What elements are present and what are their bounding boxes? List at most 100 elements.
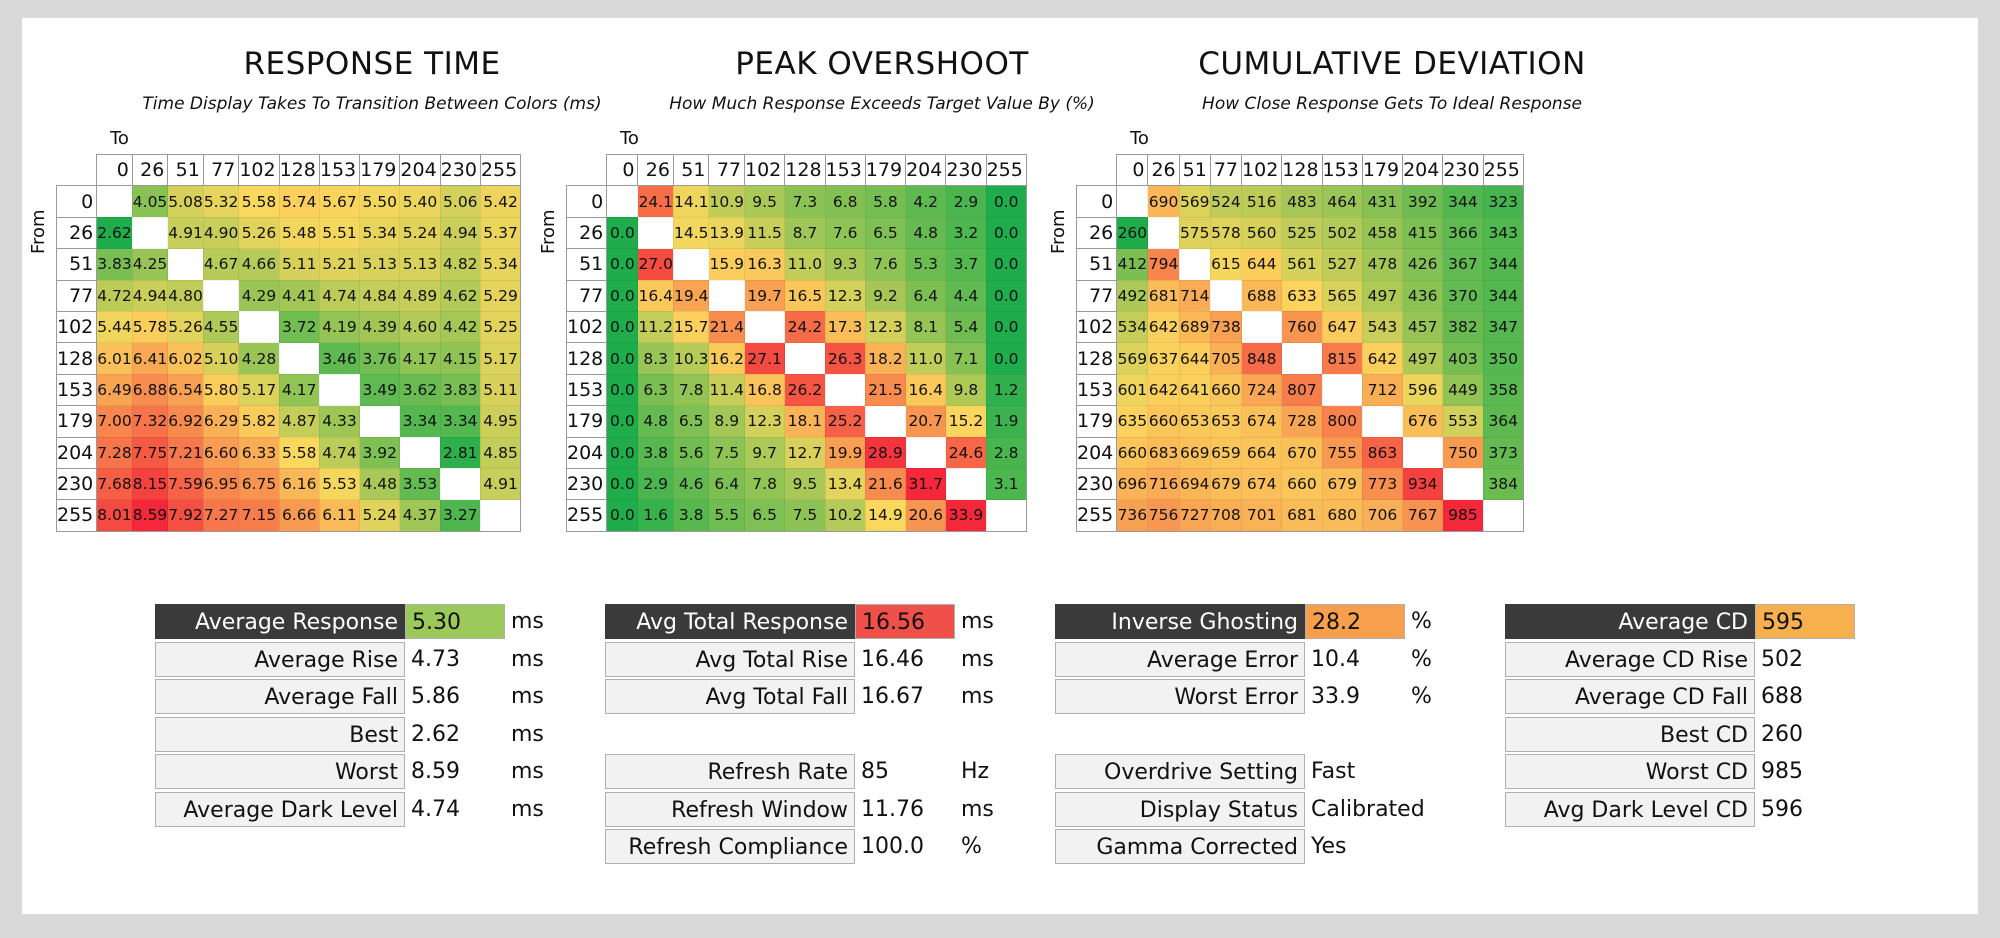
heatmap-cell: 5.58 [238, 185, 280, 218]
grid-corner [566, 154, 607, 186]
panel-subtitle: How Close Response Gets To Ideal Respons… [1202, 94, 1582, 114]
heatmap-cell: 696 [1116, 467, 1149, 501]
heatmap-cell: 7.00 [96, 405, 133, 438]
heatmap-cell: 794 [1147, 248, 1180, 281]
heatmap-cell: 647 [1321, 310, 1363, 344]
heatmap-cell: 478 [1361, 248, 1404, 281]
heatmap-cell: 11.0 [784, 248, 826, 281]
heatmap-cell: 565 [1321, 279, 1363, 312]
grid-corner [1076, 154, 1117, 186]
heatmap-cell [399, 436, 441, 469]
row-header: 128 [1075, 342, 1118, 375]
heatmap-cell: 4.37 [399, 499, 441, 532]
heatmap-cell: 12.7 [784, 436, 826, 469]
heatmap-cell: 7.1 [945, 342, 987, 375]
heatmap-cell: 7.68 [96, 467, 133, 501]
stat-label: Avg Total Fall [605, 679, 855, 714]
stat-unit: ms [511, 796, 544, 822]
heatmap-cell: 3.27 [439, 499, 481, 532]
heatmap-cell: 10.3 [672, 342, 710, 375]
heatmap-cell: 6.8 [824, 185, 866, 218]
stat-row: Gamma Corrected Yes [1055, 829, 1525, 865]
heatmap-cell: 5.74 [278, 185, 320, 218]
heatmap-cell: 12.3 [824, 279, 866, 312]
heatmap-cell: 5.34 [479, 248, 522, 281]
heatmap-cell: 8.1 [905, 310, 947, 344]
heatmap-cell: 5.37 [479, 216, 522, 250]
heatmap-cell: 716 [1147, 467, 1180, 501]
row-header: 153 [55, 373, 98, 407]
heatmap-cell: 3.76 [359, 342, 401, 375]
heatmap-cell: 2.8 [985, 436, 1027, 469]
heatmap-cell: 403 [1442, 342, 1484, 375]
heatmap-cell: 3.83 [439, 373, 481, 407]
column-header: 255 [985, 153, 1027, 187]
stat-value: Yes [1311, 834, 1347, 859]
heatmap-cell: 0.0 [606, 499, 639, 532]
heatmap-cell [359, 405, 401, 438]
heatmap-cell: 0.0 [985, 310, 1027, 344]
heatmap-cell: 15.9 [708, 248, 745, 281]
row-header: 26 [55, 216, 98, 250]
heatmap-cell: 6.02 [167, 342, 204, 375]
heatmap-cell [945, 467, 987, 501]
heatmap-cell: 755 [1321, 436, 1363, 469]
stat-unit: ms [961, 684, 994, 709]
heatmap-cell: 6.4 [905, 279, 947, 312]
heatmap-row: 179 0.0 4.8 6.5 8.9 12.3 18.1 25.2 20.7 15.2 1.9 [565, 405, 1027, 438]
heatmap-cell [1241, 310, 1283, 344]
heatmap-cell: 28.9 [864, 436, 907, 469]
stat-value: 100.0 [861, 834, 924, 859]
heatmap-cell: 7.8 [672, 373, 710, 407]
from-axis-label: From [1048, 209, 1069, 254]
column-header: 102 [743, 153, 786, 187]
column-header: 128 [784, 153, 826, 187]
heatmap-cell [1402, 436, 1444, 469]
stat-unit: % [1411, 684, 1432, 709]
stat-label: Average Dark Level [155, 791, 405, 827]
heatmap-cell: 2.9 [945, 185, 987, 218]
stat-unit: ms [511, 721, 544, 747]
heatmap-cell: 736 [1116, 499, 1149, 532]
heatmap-cell: 3.1 [985, 467, 1027, 501]
heatmap-cell: 6.88 [131, 373, 169, 407]
stat-unit: ms [511, 684, 544, 709]
heatmap-row: 153 601 642 641 660 724 807 712 596 449 358 [1075, 373, 1524, 407]
heatmap-cell: 679 [1209, 467, 1243, 501]
heatmap-cell: 366 [1442, 216, 1484, 250]
heatmap-cell [1482, 499, 1524, 532]
stat-label: Gamma Corrected [1055, 829, 1305, 864]
stat-row: Average Fall 5.86 ms [155, 679, 565, 715]
heatmap-cell: 561 [1281, 248, 1323, 281]
heatmap-cell: 767 [1402, 499, 1444, 532]
heatmap-cell: 4.85 [479, 436, 522, 469]
heatmap-row: 230 7.68 8.15 7.59 6.95 6.75 6.16 5.53 4.48 3.53 4… [55, 467, 522, 501]
heatmap-row: 51 412 794 615 644 561 527 478 426 367 344 [1075, 248, 1524, 281]
heatmap-cell: 9.2 [864, 279, 907, 312]
heatmap-cell: 415 [1402, 216, 1444, 250]
row-header: 230 [55, 467, 98, 501]
stat-value: 16.67 [861, 684, 924, 709]
heatmap-cell: 5.26 [238, 216, 280, 250]
heatmap-cell: 3.62 [399, 373, 441, 407]
row-header: 230 [1075, 467, 1118, 501]
heatmap-cell: 934 [1402, 467, 1444, 501]
heatmap-cell: 384 [1482, 467, 1524, 501]
heatmap-cell: 679 [1321, 467, 1363, 501]
column-header: 0 [1116, 153, 1149, 187]
stat-value: 85 [861, 759, 889, 784]
heatmap-cell: 16.5 [784, 279, 826, 312]
stat-row: Average CD 595 [1505, 604, 1915, 640]
heatmap-cell: 524 [1209, 185, 1243, 218]
heatmap-cell: 674 [1241, 467, 1283, 501]
stat-label: Average CD Fall [1505, 679, 1755, 714]
column-header: 128 [1281, 153, 1323, 187]
row-header: 230 [565, 467, 608, 501]
heatmap-cell: 4.72 [96, 279, 133, 312]
heatmap-cell: 7.3 [784, 185, 826, 218]
heatmap-cell: 6.60 [202, 436, 240, 469]
heatmap-cell [96, 185, 133, 218]
heatmap-row: 77 0.0 16.4 19.4 19.7 16.5 12.3 9.2 6.4 4.4 0.0 [565, 279, 1027, 312]
from-axis-label: From [538, 209, 559, 254]
heatmap-cell: 5.21 [318, 248, 361, 281]
